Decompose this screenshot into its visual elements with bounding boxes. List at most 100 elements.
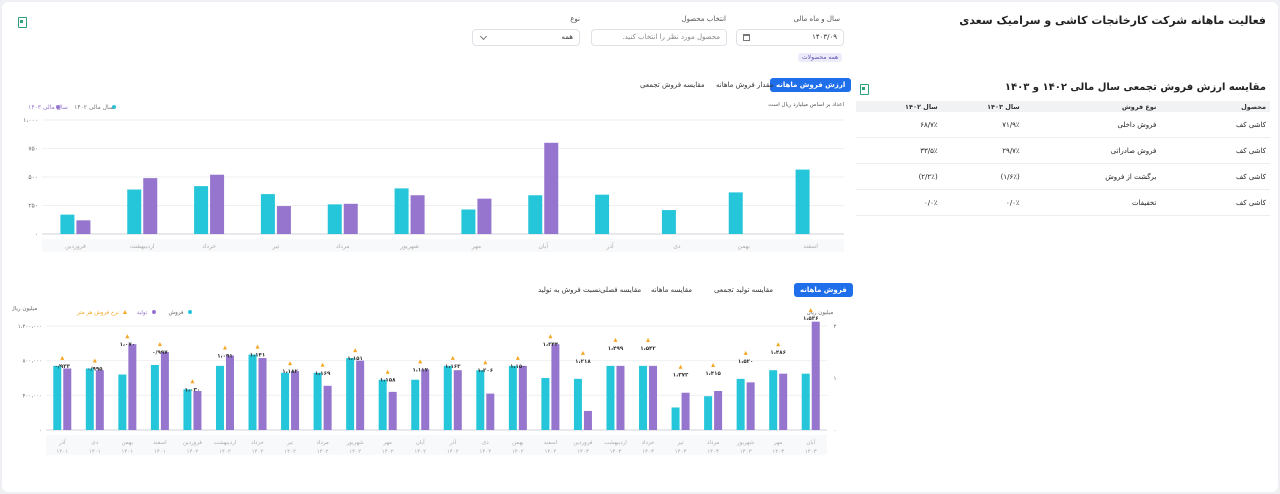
rate-label: ۱،۴۹۹ <box>608 346 624 352</box>
tab-cumulative-production[interactable]: مقایسه تولید تجمعی <box>714 286 774 294</box>
rate-marker <box>646 337 651 342</box>
export-table-icon[interactable] <box>860 84 869 95</box>
product-placeholder: محصول مورد نظر را انتخاب کنید. <box>622 33 720 41</box>
rate-label: ۱،۱۵۸ <box>380 378 396 384</box>
col-1402: سال ۱۴۰۲ <box>856 101 942 112</box>
bar-1403 <box>477 198 492 234</box>
legend-label-rate: نرخ فروش هر متر <box>76 310 119 316</box>
rate-label: ۱،۰۳۰ <box>185 387 201 393</box>
bar-production <box>714 391 723 430</box>
bar-production <box>95 370 104 430</box>
cell-product: کاشی کف <box>1160 189 1270 216</box>
col-1403: سال ۱۴۰۳ <box>941 101 1024 112</box>
legend-marker-rate <box>123 310 127 314</box>
tab-cumulative-sales[interactable]: مقایسه فروش تجمعی <box>640 81 705 89</box>
rate-marker <box>580 350 585 355</box>
rate-marker <box>157 342 162 346</box>
bar-sales <box>736 378 745 430</box>
comparison-title: مقایسه ارزش فروش تجمعی سال مالی ۱۴۰۲ و ۱… <box>1004 82 1266 93</box>
x-axis-band <box>46 435 827 455</box>
legend-dot-1402 <box>112 105 116 109</box>
rate-label: ۱،۳۷۲ <box>673 373 689 379</box>
monthly-sales-chart: ۰۲۵۰۵۰۰۷۵۰۱،۰۰۰فروردیناردیبهشتخردادتیرمر… <box>23 104 844 252</box>
rate-marker <box>776 342 781 347</box>
rate-marker <box>678 364 683 369</box>
bar-sales <box>411 379 420 430</box>
rate-marker <box>190 379 195 384</box>
bar-sales <box>378 379 387 430</box>
bar-sales <box>346 358 355 430</box>
bar-sales <box>150 365 159 430</box>
rate-label: ۱،۱۱۷ <box>412 367 428 373</box>
bar-sales <box>476 370 485 430</box>
product-select[interactable]: محصول مورد نظر را انتخاب کنید. <box>591 29 727 46</box>
rate-marker <box>418 359 423 364</box>
export-icon[interactable] <box>18 17 27 28</box>
cell-1403: ۲۹/۷٪ <box>941 137 1024 164</box>
tab-seasonal-compare[interactable]: مقایسه فصلی <box>600 286 642 294</box>
bar-sales <box>671 407 680 430</box>
legend-label-1402: سال مالی ۱۴۰۲ <box>74 104 114 111</box>
legend-label-production: تولید <box>137 310 148 316</box>
x-axis-band <box>42 239 844 252</box>
tab-monthly-sales-quantity[interactable]: مقدار فروش ماهانه <box>716 81 774 89</box>
bar-production <box>323 385 332 430</box>
year-month-field[interactable]: ۱۴۰۳/۰۹ <box>736 29 844 46</box>
bar-1402 <box>661 210 676 234</box>
cell-product: کاشی کف <box>1160 163 1270 190</box>
cell-1402: (۲/۲٪) <box>856 163 942 190</box>
type-label: نوع <box>570 15 580 23</box>
all-products-chip[interactable]: همه محصولات <box>798 53 843 62</box>
col-product: محصول <box>1160 101 1270 112</box>
tab-monthly-sales[interactable]: فروش ماهانه <box>794 283 853 297</box>
y-tick-label: ۱،۰۰۰ <box>23 117 38 124</box>
table-row: کاشی کف برگشت از فروش (۱/۶٪) (۲/۲٪) <box>856 163 1270 190</box>
bar-1403 <box>210 174 225 234</box>
rate-marker <box>125 334 130 339</box>
bar-1403 <box>276 206 291 234</box>
tab-monthly-compare[interactable]: مقایسه ماهانه <box>651 286 693 294</box>
table-row: کاشی کف فروش صادراتی ۲۹/۷٪ ۳۳/۵٪ <box>856 137 1270 164</box>
bar-production <box>518 365 527 430</box>
bar-production <box>779 373 788 430</box>
bar-production <box>746 382 755 430</box>
bar-production <box>193 391 202 430</box>
bar-1403 <box>410 195 425 234</box>
y-left-tick-label: ۸۰۰،۰۰۰ <box>23 359 43 365</box>
bar-production <box>63 368 72 430</box>
rate-label: ۰/۹۹۷ <box>152 350 168 356</box>
rate-marker <box>743 350 748 355</box>
bar-1402 <box>260 194 275 234</box>
rate-marker <box>92 358 97 363</box>
bar-sales <box>53 365 62 430</box>
cell-sale-type: تخفیفات <box>1023 189 1161 216</box>
bar-production <box>225 355 234 430</box>
comparison-table: محصول نوع فروش سال ۱۴۰۳ سال ۱۴۰۲ کاشی کف… <box>856 101 1270 216</box>
bar-production <box>811 321 820 430</box>
y-right-tick-label: ۱ <box>834 376 837 382</box>
bar-1402 <box>60 214 75 234</box>
y-right-tick-label: ۰ <box>834 428 837 434</box>
cell-1402: ۳۳/۵٪ <box>856 137 942 164</box>
bar-1402 <box>194 186 209 234</box>
bar-sales <box>639 365 648 430</box>
bar-sales <box>769 370 778 430</box>
type-select[interactable]: همه <box>472 29 580 46</box>
cell-1403: (۱/۶٪) <box>941 163 1024 190</box>
bar-production <box>453 370 462 430</box>
tab-sales-to-production[interactable]: نسبت فروش به تولید <box>538 286 601 294</box>
tab-monthly-sales-value[interactable]: ارزش فروش ماهانه <box>770 78 852 92</box>
bar-production <box>128 344 137 430</box>
unit-note: اعداد بر اساس میلیارد ریال است <box>768 102 844 108</box>
rate-marker <box>353 348 358 353</box>
rate-label: ۰/۹۳۳ <box>55 364 71 370</box>
bar-production <box>388 391 397 430</box>
y-tick-label: ۵۰۰ <box>28 174 38 181</box>
rate-label: ۱،۴۸۶ <box>770 350 786 356</box>
bar-production <box>583 410 592 430</box>
cell-1402: ۰٪/۰ <box>856 189 942 216</box>
y-right-tick-label: ۲ <box>834 324 837 330</box>
bar-sales <box>606 365 615 430</box>
cell-1403: ۷۱/۹٪ <box>941 112 1024 138</box>
